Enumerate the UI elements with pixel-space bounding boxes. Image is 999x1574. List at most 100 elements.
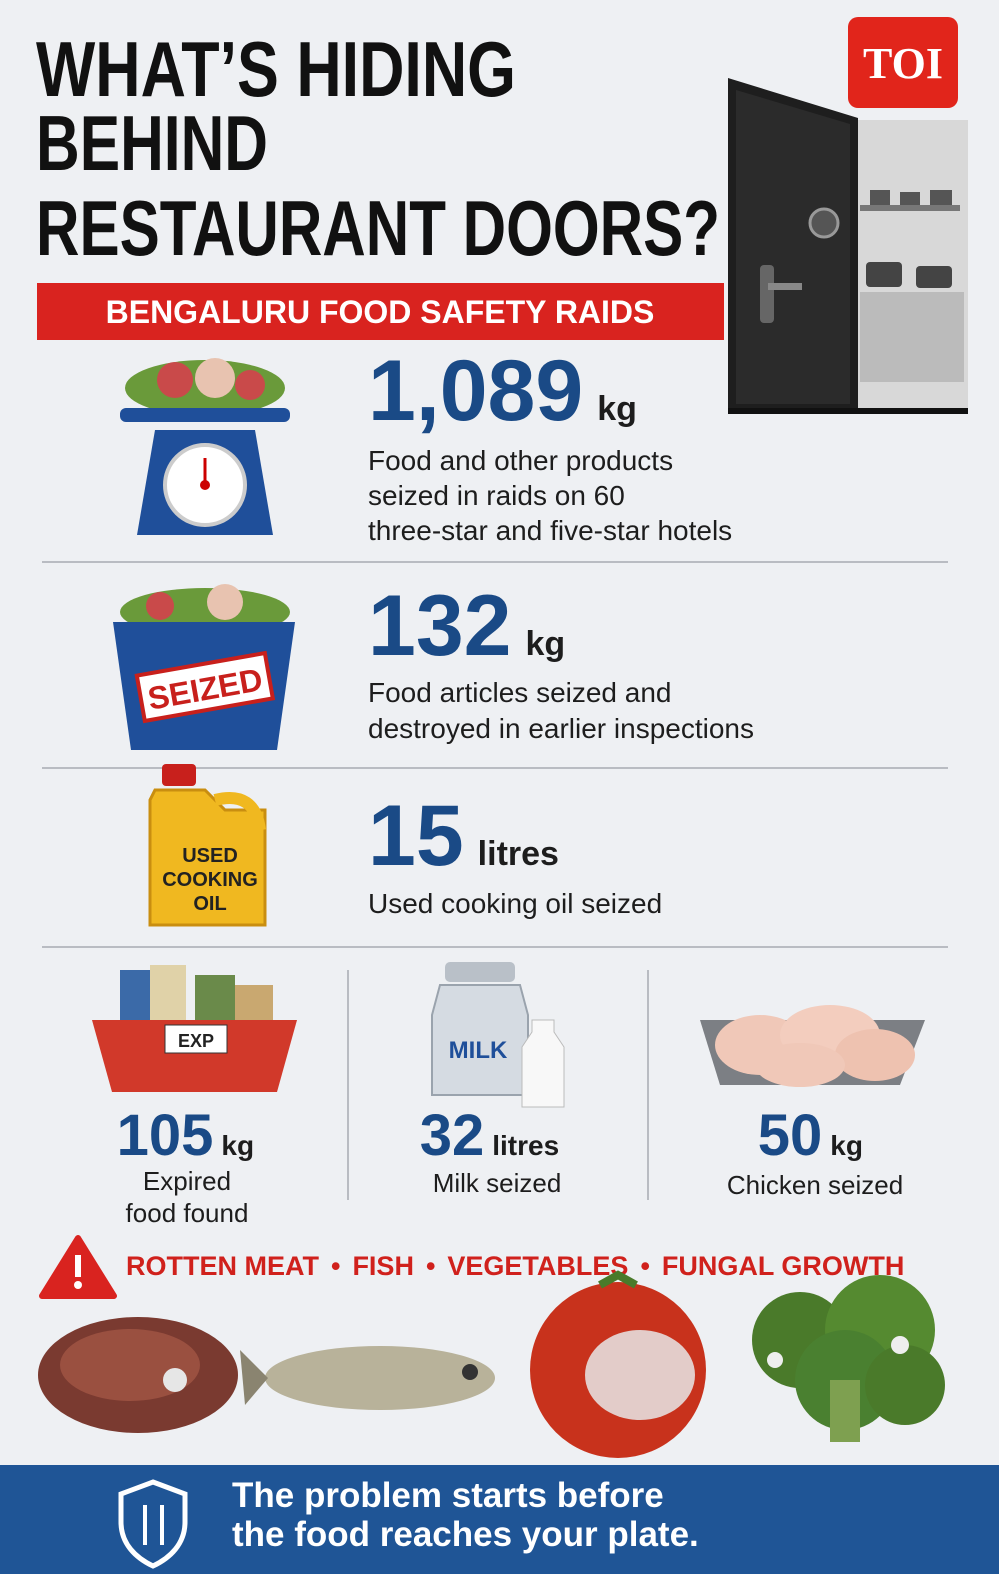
stat-description: seized in raids on 60 [368, 480, 625, 511]
stat-unit: litres [492, 1130, 559, 1161]
shape [195, 358, 235, 398]
warning-text: ROTTEN MEAT • FISH • VEGETABLES • FUNGAL GROWT… [126, 1251, 904, 1281]
shape [860, 205, 960, 211]
spoiled-food-illustration [38, 1270, 945, 1458]
basket-icon: SEIZED [113, 584, 295, 750]
shape: USED COOKING OIL [162, 845, 258, 915]
separator: • [426, 1251, 435, 1281]
icon-text: COOKING [162, 869, 258, 891]
stat-number: 32 [420, 1103, 485, 1168]
shape [916, 266, 952, 288]
stat-unit: litres [478, 835, 559, 873]
title-line: BEHIND [36, 99, 268, 187]
shape [736, 90, 850, 404]
shape [830, 1380, 860, 1442]
warning-item: FISH [352, 1251, 414, 1281]
shape [92, 1020, 297, 1092]
milk-icon: MILK [431, 962, 565, 1108]
shape [598, 1270, 638, 1289]
separator: • [640, 1251, 649, 1281]
title-line: WHAT’S HIDING [36, 25, 516, 113]
stat-label: food found [126, 1198, 249, 1228]
stat-description: three-star and five-star hotels [368, 515, 732, 546]
door-illustration [728, 78, 968, 414]
stat-number: 15 [368, 788, 464, 884]
stat-unit: kg [597, 390, 637, 428]
shape [760, 265, 774, 323]
shape [835, 1029, 915, 1081]
shape [521, 1019, 565, 1108]
shape [755, 1043, 845, 1087]
shape [240, 1350, 268, 1405]
shape [462, 1364, 478, 1380]
shape [75, 1255, 81, 1277]
shape [767, 1352, 783, 1368]
stat-number: 1,089 [368, 343, 583, 439]
stat-description: Food articles seized and [368, 677, 672, 708]
separator: • [331, 1251, 340, 1281]
stat-unit: kg [830, 1130, 863, 1161]
subtitle-banner [37, 283, 724, 340]
stat-label: Expired [143, 1166, 231, 1196]
stat-description: Used cooking oil seized [368, 888, 662, 919]
shape [134, 650, 276, 724]
subtitle: BENGALURU FOOD SAFETY RAIDS [106, 294, 655, 330]
stat-unit: kg [221, 1130, 254, 1161]
footer-text: The problem starts before [232, 1476, 664, 1515]
stat-number: 105 [117, 1103, 214, 1168]
shape [930, 190, 952, 205]
stat-description: Food and other products [368, 445, 673, 476]
scale-icon [120, 358, 290, 535]
chicken-icon [700, 1005, 925, 1087]
shape [162, 764, 196, 786]
shape: 105 kg Expired food found 32 litres Milk… [117, 1103, 904, 1228]
footer-text: the food reaches your plate. [232, 1515, 699, 1554]
shape [808, 207, 840, 239]
shape: SEIZED [134, 650, 276, 724]
stat-number: 132 [368, 578, 512, 674]
shape [866, 262, 902, 287]
shield-icon [118, 1479, 188, 1569]
stat-description: destroyed in earlier inspections [368, 713, 754, 744]
title: WHAT’S HIDING BEHIND RESTAURANT DOORS? [36, 25, 720, 272]
warning-item: VEGETABLES [447, 1251, 628, 1281]
shape [120, 408, 290, 422]
shape [213, 792, 266, 832]
icon-text: OIL [193, 893, 226, 915]
icon-text: EXP [178, 1031, 214, 1051]
warning-item: FUNGAL GROWTH [662, 1251, 904, 1281]
shape [157, 362, 193, 398]
stat-number: 50 [758, 1103, 823, 1168]
shape [200, 480, 210, 490]
shape [146, 592, 174, 620]
shape [585, 1330, 695, 1420]
shape [235, 370, 265, 400]
icon-text: USED [182, 845, 238, 867]
shape [164, 1024, 228, 1054]
logo-text: TOI [863, 39, 943, 88]
expired-food-icon: EXP [92, 965, 297, 1092]
logo [848, 17, 958, 108]
shape [265, 1346, 495, 1410]
icon-text: MILK [449, 1037, 508, 1064]
shape [148, 788, 267, 927]
stat-unit: kg [526, 625, 566, 663]
shape [891, 1336, 909, 1354]
stat-label: Milk seized [433, 1168, 562, 1198]
shape [207, 584, 243, 620]
shape [870, 190, 890, 205]
warning-item: ROTTEN MEAT [126, 1251, 319, 1281]
shape [150, 965, 186, 1030]
shape [118, 1479, 188, 1569]
warning-icon [39, 1235, 117, 1299]
title-line: RESTAURANT DOORS? [36, 184, 720, 272]
shape [900, 192, 920, 205]
stat-label: Chicken seized [727, 1170, 903, 1200]
shape [728, 408, 968, 414]
shape [768, 283, 802, 290]
oil-can-icon: USED COOKING OIL [148, 764, 267, 927]
shape [445, 962, 515, 982]
shape [860, 292, 964, 382]
